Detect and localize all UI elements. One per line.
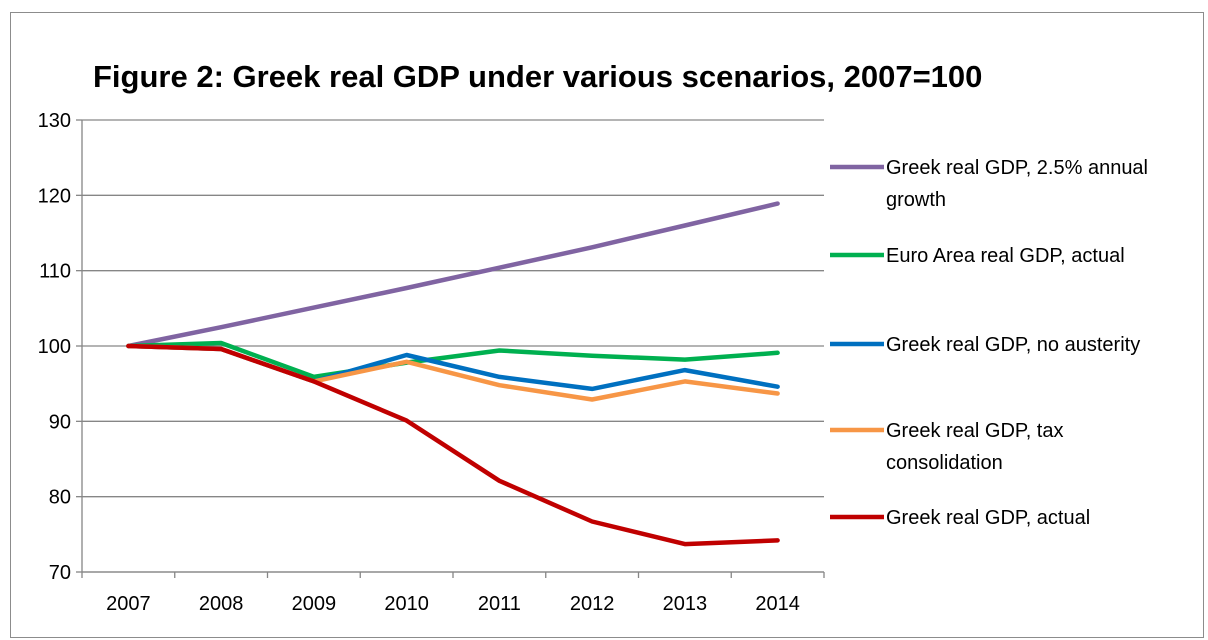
y-tick-label-70: 70 [49,562,71,584]
series-lines [126,201,780,547]
chart-title: Figure 2: Greek real GDP under various s… [93,59,982,94]
y-tick-label-90: 90 [49,411,71,433]
legend-label-1: Greek real GDP, 2.5% annual growth [886,157,1148,211]
legend-label-4: Greek real GDP, tax consolidation [886,420,1063,474]
x-tick-label-2012: 2012 [570,593,615,615]
legend-label-5: Greek real GDP, actual [886,507,1090,529]
y-tick-label-80: 80 [49,487,71,509]
legend-label-3: Greek real GDP, no austerity [886,334,1140,356]
axes: 70 80 90 100 110 120 130 2007 2008 2009 2010 2011 20… [38,110,825,615]
x-tick-label-2011: 2011 [478,593,521,615]
x-tick-label-2008: 2008 [199,593,244,615]
y-tick-label-100: 100 [38,336,71,358]
y-tick-label-110: 110 [39,261,71,283]
x-tick-label-2010: 2010 [384,593,429,615]
y-tick-label-130: 130 [38,110,71,132]
legend-label-2: Euro Area real GDP, actual [886,245,1125,267]
series-line-5 [126,343,780,547]
chart-frame [10,12,1204,638]
y-tick-label-120: 120 [38,185,71,207]
x-tick-label-2014: 2014 [755,593,800,615]
x-tick-label-2009: 2009 [292,593,337,615]
series-line-1 [126,201,780,349]
series-line-2 [126,340,780,380]
x-tick-label-2013: 2013 [663,593,708,615]
legend: Greek real GDP, 2.5% annual growth Euro Ar… [830,157,1148,529]
x-tick-label-2007: 2007 [106,593,151,615]
